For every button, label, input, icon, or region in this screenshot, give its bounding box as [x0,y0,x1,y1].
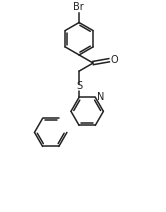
Text: O: O [111,55,119,65]
Text: Br: Br [73,1,84,11]
Text: N: N [97,92,105,102]
Text: S: S [76,81,82,91]
